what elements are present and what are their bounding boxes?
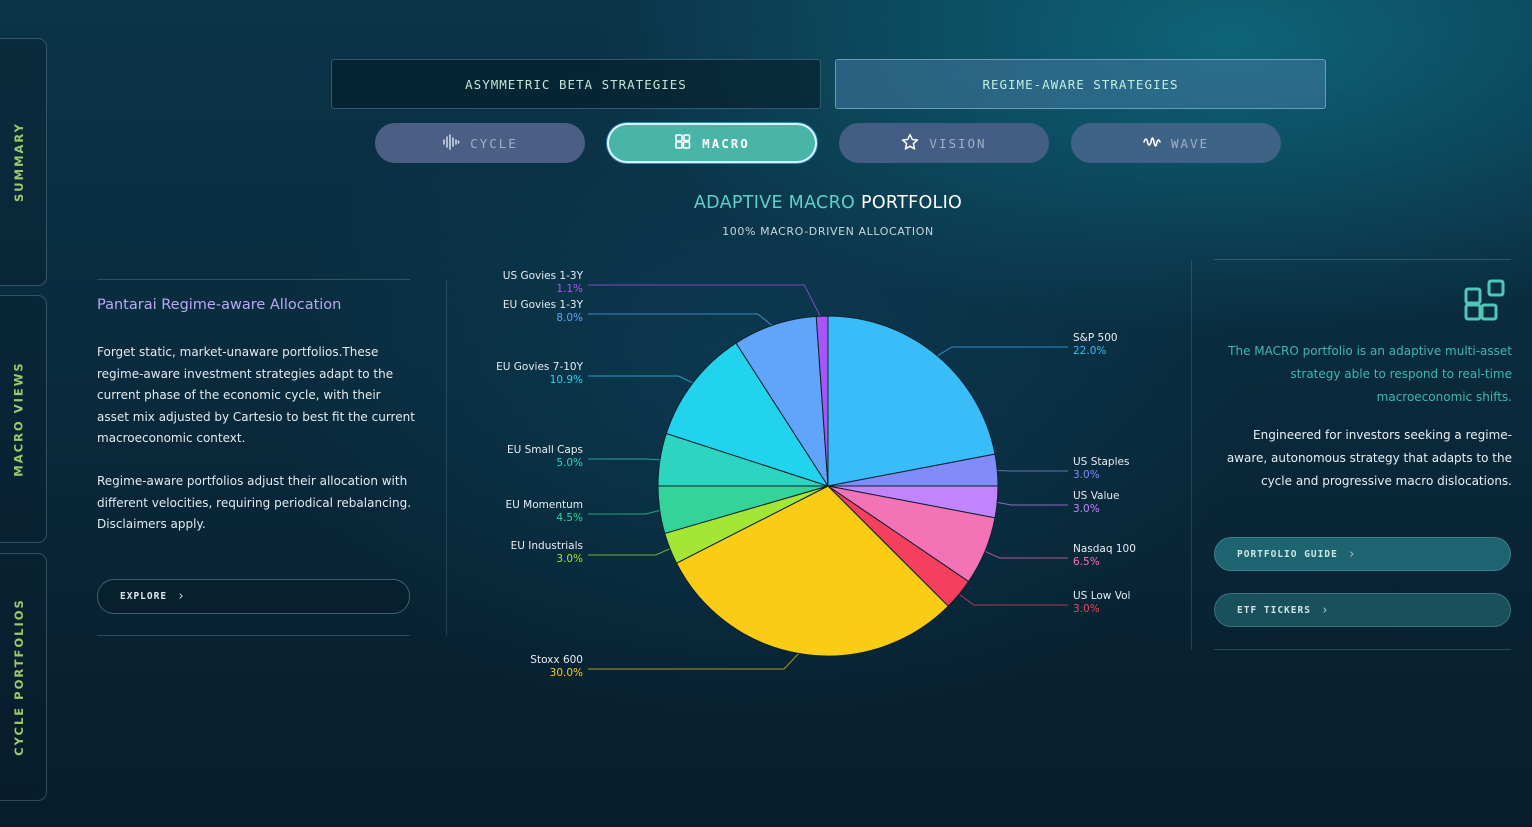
chart-title-main: PORTFOLIO (860, 193, 963, 213)
slice-label: EU Govies 1-3Y (503, 299, 584, 311)
chevron-right-icon: › (1347, 546, 1357, 562)
slice-label: US Govies 1-3Y (503, 270, 584, 282)
chart-title: ADAPTIVE MACRO PORTFOLIO (600, 193, 1056, 213)
cycle-pill-button[interactable]: CYCLE (375, 123, 585, 163)
pill-label: VISION (929, 135, 987, 151)
leader-line (993, 501, 1068, 506)
widgets-icon (674, 133, 692, 154)
widgets-icon (1463, 278, 1508, 323)
pill-label: CYCLE (470, 135, 518, 151)
side-tab-cycle-portfolios[interactable]: CYCLE PORTFOLIOS (0, 553, 47, 801)
side-tab-label: MACRO VIEWS (11, 361, 26, 477)
portfolio-target-description: Engineered for investors seeking a regim… (1226, 428, 1512, 488)
star-icon (901, 133, 919, 154)
macro-pill-button[interactable]: MACRO (607, 123, 817, 163)
pie-slice (675, 485, 949, 657)
chart-subtitle: 100% MACRO-DRIVEN ALLOCATION (722, 225, 934, 238)
slice-value: 10.9% (550, 374, 583, 386)
divider (97, 635, 410, 636)
portfolio-guide-button[interactable]: PORTFOLIO GUIDE › (1214, 537, 1511, 571)
side-tab-macro-views[interactable]: MACRO VIEWS (0, 295, 47, 543)
explore-label: EXPLORE (120, 591, 168, 602)
chevron-right-icon: › (177, 589, 186, 604)
chart-title-accent: ADAPTIVE MACRO (693, 193, 856, 213)
wave-icon (1143, 133, 1161, 154)
side-tab-label: CYCLE PORTFOLIOS (11, 598, 26, 756)
side-tab-summary[interactable]: SUMMARY (0, 38, 47, 286)
pill-label: WAVE (1170, 135, 1210, 151)
leader-line (588, 284, 823, 321)
left-paragraph-1: Forget static, market-unaware portfolios… (97, 345, 415, 445)
pill-label: MACRO (702, 135, 750, 151)
pie-slice (827, 315, 996, 487)
divider (1214, 259, 1511, 260)
divider (446, 280, 447, 635)
leader-line (981, 549, 1068, 559)
leader-line (588, 375, 697, 386)
slice-value: 30.0% (550, 667, 583, 679)
pie-slice (815, 315, 829, 487)
etf-tickers-button[interactable]: ETF TICKERS › (1214, 593, 1511, 627)
leader-line (955, 591, 1068, 606)
slice-value: 1.1% (556, 283, 583, 295)
regime-aware-strategies-tab[interactable]: REGIME-AWARE STRATEGIES (835, 59, 1326, 109)
leader-line (588, 649, 803, 670)
slice-value: 3.0% (1073, 503, 1100, 515)
vision-pill-button[interactable]: VISION (839, 123, 1049, 163)
portfolio-guide-label: PORTFOLIO GUIDE (1237, 548, 1338, 560)
asymmetric-beta-strategies-tab[interactable]: ASYMMETRIC BETA STRATEGIES (331, 59, 821, 109)
slice-label: Nasdaq 100 (1073, 543, 1136, 555)
pie-slice (665, 342, 830, 487)
side-tab-label: SUMMARY (11, 122, 26, 202)
slice-label: EU Govies 7-10Y (496, 361, 583, 373)
slice-label: US Low Vol (1073, 590, 1130, 602)
strategy-label: ASYMMETRIC BETA STRATEGIES (465, 76, 687, 92)
slice-label: EU Momentum (506, 499, 583, 511)
slice-value: 4.5% (556, 512, 583, 524)
divider (97, 279, 410, 280)
slice-label: EU Small Caps (507, 444, 583, 456)
slice-value: 6.5% (1073, 556, 1100, 568)
slice-label: Stoxx 600 (530, 654, 583, 666)
slice-value: 3.0% (556, 553, 583, 565)
leader-line (588, 458, 665, 461)
slice-value: 22.0% (1073, 345, 1106, 357)
etf-tickers-label: ETF TICKERS (1237, 604, 1311, 616)
slice-value: 3.0% (1073, 603, 1100, 615)
waveform-icon (442, 133, 460, 154)
chevron-right-icon: › (1320, 602, 1330, 618)
divider (1191, 260, 1192, 650)
slice-label: S&P 500 (1073, 332, 1118, 344)
slice-label: US Value (1073, 490, 1120, 502)
leader-line (588, 546, 674, 556)
slice-value: 5.0% (556, 457, 583, 469)
divider (1214, 649, 1511, 650)
leader-line (993, 469, 1068, 472)
wave-pill-button[interactable]: WAVE (1071, 123, 1281, 163)
left-panel-title: Pantarai Regime-aware Allocation (97, 297, 342, 313)
left-paragraph-2: Regime-aware portfolios adjust their all… (97, 474, 412, 531)
slice-label: EU Industrials (511, 540, 583, 552)
leader-line (588, 508, 664, 515)
leader-line (933, 346, 1068, 359)
portfolio-description: The MACRO portfolio is an adaptive multi… (1228, 344, 1512, 404)
explore-button[interactable]: EXPLORE › (97, 579, 410, 614)
slice-value: 8.0% (556, 312, 583, 324)
slice-label: US Staples (1073, 456, 1129, 468)
leader-line (588, 313, 777, 329)
strategy-label: REGIME-AWARE STRATEGIES (982, 76, 1179, 92)
slice-value: 3.0% (1073, 469, 1100, 481)
